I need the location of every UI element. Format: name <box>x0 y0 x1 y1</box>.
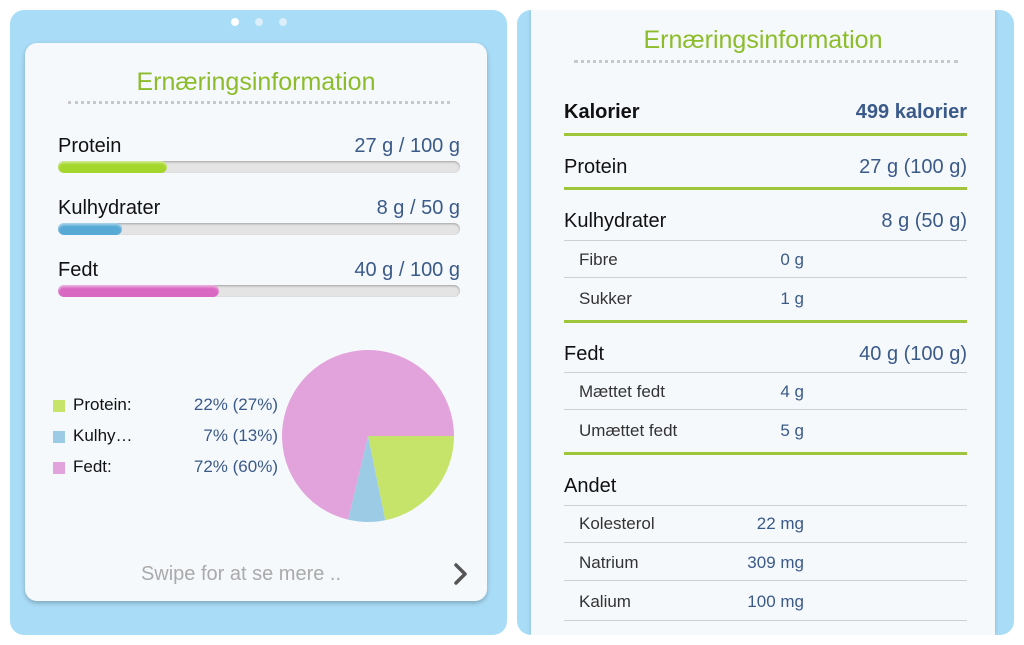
carbs-detail-label: Kulhydrater <box>564 210 667 232</box>
legend-value: 72% (60%) <box>193 457 278 476</box>
unsaturated-fat-value: 5 g <box>780 421 804 440</box>
row-divider <box>564 542 967 543</box>
macro-pie-chart <box>282 350 454 522</box>
row-divider <box>564 620 967 621</box>
fat-progress-fill <box>58 285 219 297</box>
carbs-value: 8 g / 50 g <box>376 197 460 219</box>
legend-swatch <box>53 431 65 443</box>
legend-label: Kulhy… <box>73 426 133 445</box>
legend-label: Protein: <box>73 395 132 414</box>
card-title: Ernæringsinformation <box>136 68 376 96</box>
legend-value: 22% (27%) <box>193 395 278 414</box>
legend-item-protein: Protein: 22% (27%) <box>53 395 283 419</box>
section-divider <box>564 133 967 136</box>
carbs-detail-value: 8 g (50 g) <box>881 210 967 232</box>
carbs-label: Kulhydrater <box>58 197 161 219</box>
details-title: Ernæringsinformation <box>643 26 883 54</box>
row-divider <box>564 580 967 581</box>
row-divider <box>564 409 967 410</box>
fat-label: Fedt <box>58 259 99 281</box>
legend-swatch <box>53 462 65 474</box>
page-dot-2[interactable] <box>254 18 263 26</box>
pie-slice-fedt <box>282 350 454 520</box>
fat-detail-label: Fedt <box>564 343 605 365</box>
summary-card: Ernæringsinformation Protein 27 g / 100 … <box>25 43 487 601</box>
chevron-right-icon[interactable] <box>451 561 471 587</box>
unsaturated-fat-label: Umættet fedt <box>579 421 678 440</box>
page-dot-1[interactable] <box>230 18 239 26</box>
row-divider <box>564 277 967 278</box>
protein-detail-value: 27 g (100 g) <box>859 156 967 178</box>
swipe-hint: Swipe for at se mere .. <box>140 563 342 585</box>
cholesterol-value: 22 mg <box>756 514 804 533</box>
sugar-label: Sukker <box>579 289 632 308</box>
saturated-fat-value: 4 g <box>780 382 804 401</box>
cholesterol-label: Kolesterol <box>579 514 655 533</box>
fibre-value: 0 g <box>780 250 804 269</box>
legend-item-carbs: Kulhy… 7% (13%) <box>53 426 283 450</box>
carbs-progress-fill <box>58 223 123 235</box>
fat-value: 40 g / 100 g <box>354 259 460 281</box>
calories-value: 499 kalorier <box>855 101 967 123</box>
row-divider <box>564 505 967 506</box>
summary-panel[interactable]: Ernæringsinformation Protein 27 g / 100 … <box>10 10 507 635</box>
row-divider <box>564 372 967 373</box>
fibre-label: Fibre <box>579 250 618 269</box>
sodium-value: 309 mg <box>747 553 804 572</box>
sugar-value: 1 g <box>780 289 804 308</box>
title-divider <box>574 60 958 63</box>
saturated-fat-label: Mættet fedt <box>579 382 665 401</box>
potassium-label: Kalium <box>579 592 631 611</box>
protein-progress-fill <box>58 161 167 173</box>
legend-swatch <box>53 400 65 412</box>
legend-item-fat: Fedt: 72% (60%) <box>53 457 283 481</box>
section-divider <box>564 187 967 190</box>
protein-value: 27 g / 100 g <box>354 135 460 157</box>
fat-detail-value: 40 g (100 g) <box>859 343 967 365</box>
section-divider <box>564 452 967 455</box>
title-divider <box>68 101 450 104</box>
protein-progress-bar <box>58 161 460 173</box>
sodium-label: Natrium <box>579 553 639 572</box>
potassium-value: 100 mg <box>747 592 804 611</box>
row-divider <box>564 240 967 241</box>
details-panel[interactable]: Ernæringsinformation Kalorier 499 kalori… <box>517 10 1014 635</box>
details-sheet: Ernæringsinformation Kalorier 499 kalori… <box>531 10 995 635</box>
page-dot-3[interactable] <box>278 18 287 26</box>
other-label: Andet <box>564 475 617 497</box>
legend-value: 7% (13%) <box>203 426 278 445</box>
page-indicator[interactable] <box>10 18 507 26</box>
pie-slice-protein <box>368 436 454 521</box>
calories-label: Kalorier <box>564 101 640 123</box>
protein-detail-label: Protein <box>564 156 628 178</box>
pie-slice-kulhydrater <box>348 436 386 522</box>
carbs-progress-bar <box>58 223 460 235</box>
legend-label: Fedt: <box>73 457 112 476</box>
protein-label: Protein <box>58 135 122 157</box>
fat-progress-bar <box>58 285 460 297</box>
section-divider <box>564 320 967 323</box>
